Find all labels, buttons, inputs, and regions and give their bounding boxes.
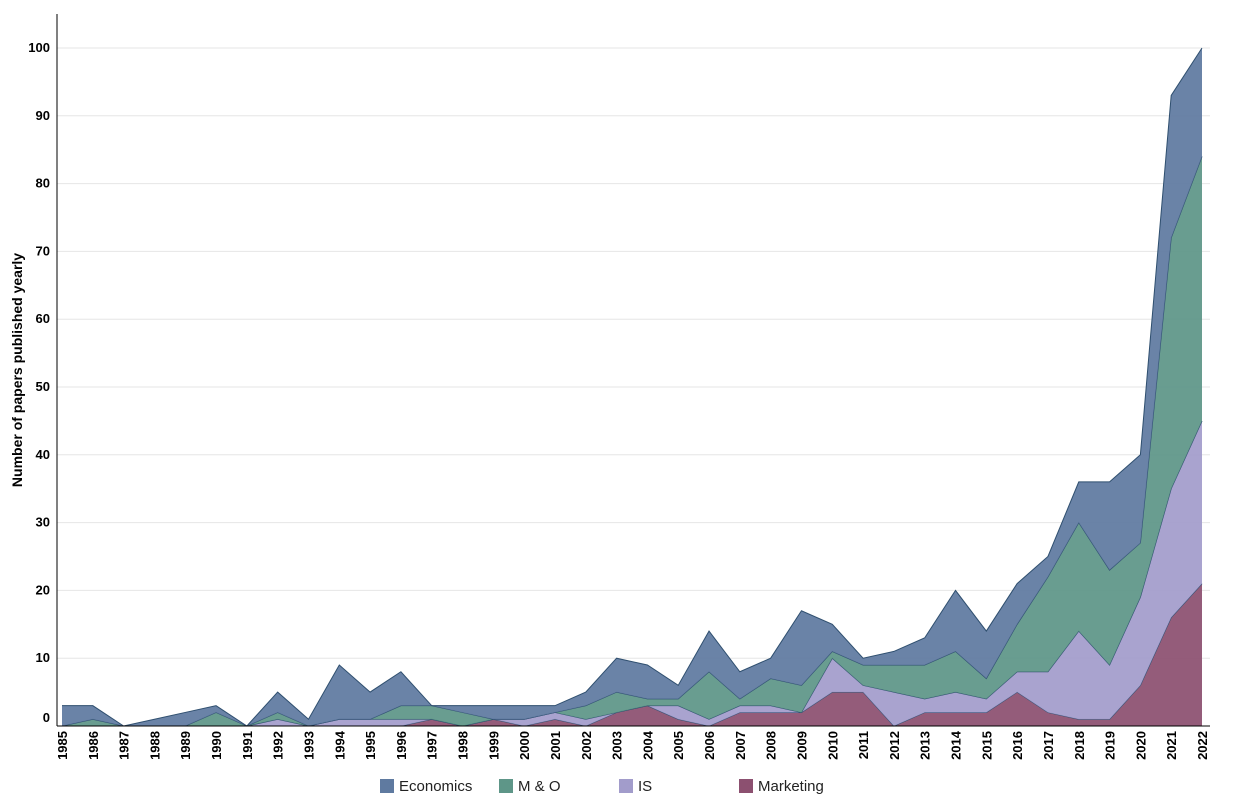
x-tick-label: 1990 [209,731,224,760]
x-tick-label: 2016 [1010,731,1025,760]
x-tick-label: 1991 [240,731,255,760]
legend-label-economics: Economics [399,778,472,795]
x-tick-label: 1997 [425,731,440,760]
x-tick-label: 1985 [55,731,70,760]
y-tick-label: 100 [28,40,50,55]
x-tick-label: 2004 [640,730,655,760]
x-tick-label: 1999 [486,731,501,760]
x-tick-label: 2008 [764,731,779,760]
y-tick-label: 20 [36,582,50,597]
y-tick-label: 80 [36,176,50,191]
x-tick-label: 2017 [1041,731,1056,760]
axes [56,14,1210,727]
x-tick-label: 2021 [1164,731,1179,760]
x-tick-label: 2011 [856,731,871,759]
y-tick-label: 50 [36,379,50,394]
x-tick-label: 1994 [332,730,347,760]
x-tick-label: 1986 [86,731,101,760]
gridlines [57,47,1210,659]
x-tick-label: 2014 [949,730,964,760]
y-axis-label: Number of papers published yearly [9,253,25,487]
legend-label-m-o: M & O [518,778,561,795]
x-tick-labels: 1985 1986 1987 1988 1989 1990 1991 1992 1993 1994… [55,730,1210,760]
x-tick-label: 2009 [794,731,809,760]
x-tick-label: 1998 [456,731,471,760]
x-tick-label: 2002 [579,731,594,760]
x-tick-label: 2007 [733,731,748,760]
y-tick-label: 90 [36,108,50,123]
area-m-o [62,156,1202,727]
x-tick-label: 2006 [702,731,717,760]
x-tick-label: 2000 [517,731,532,760]
x-tick-label: 1992 [271,731,286,760]
y-tick-label: 60 [36,311,50,326]
x-tick-label: 2015 [979,731,994,760]
x-tick-label: 2010 [825,731,840,760]
legend-label-marketing: Marketing [758,778,824,795]
y-tick-label: 30 [36,515,50,530]
legend-swatch-is [619,779,633,793]
x-tick-label: 1988 [147,731,162,760]
x-tick-label: 1996 [394,731,409,760]
y-tick-label: 0 [43,710,50,725]
x-tick-label: 1995 [363,731,378,760]
x-tick-label: 2012 [887,731,902,760]
x-tick-label: 2018 [1072,731,1087,760]
y-tick-label: 40 [36,447,50,462]
x-tick-label: 2013 [918,731,933,760]
area-is [62,420,1202,726]
line-economics [62,47,1203,727]
x-tick-label: 2020 [1133,731,1148,760]
legend-swatch-marketing [739,779,753,793]
x-tick-label: 1993 [301,731,316,760]
x-tick-label: 2019 [1103,731,1118,760]
y-tick-label: 10 [36,650,50,665]
x-tick-label: 1987 [117,731,132,760]
y-tick-label: 70 [36,243,50,258]
x-tick-label: 2005 [671,731,686,760]
x-tick-label: 1989 [178,731,193,760]
y-tick-labels: 0 10 20 30 40 50 60 70 80 90 100 [28,40,50,725]
x-tick-label: 2001 [548,731,563,760]
x-tick-label: 2003 [610,731,625,760]
x-tick-label: 2022 [1195,731,1210,760]
legend-label-is: IS [638,778,652,795]
legend-swatch-m-o [499,779,513,793]
legend-swatch-economics [380,779,394,793]
legend: Economics M & O IS Marketing [380,778,824,795]
